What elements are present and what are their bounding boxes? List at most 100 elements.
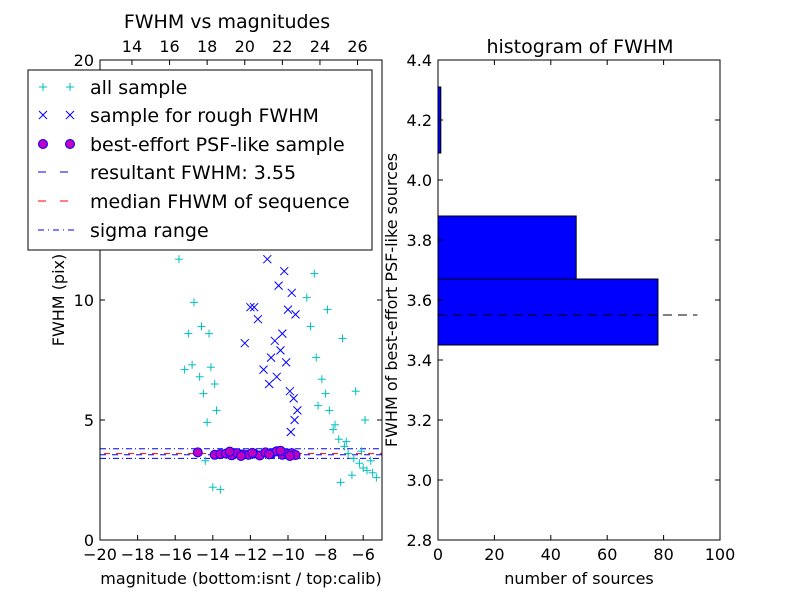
point-all-sample-14 [188,360,197,369]
histogram-panel: histogram of FWHM 0 20 40 60 80 100 2.8 3.0 3.2 3… [382,36,735,588]
scatter-marks [100,218,382,494]
point-all-sample-43 [336,478,345,487]
scatter-y-tick-label-1: 5 [84,411,94,430]
scatter-top-tick-label-6: 26 [347,37,367,56]
scatter-top-tick-label-0: 14 [122,37,142,56]
histogram-y-tick-label-6: 4.0 [407,171,432,190]
histogram-y-tick-label-5: 3.8 [407,231,432,250]
scatter-title: FWHM vs magnitudes [124,11,330,33]
point-rough-sample-20 [246,302,255,312]
point-all-sample-41 [357,447,366,456]
legend-symbol-rough-sample-b-b [65,110,75,120]
histogram-x-tick-label-5: 100 [705,545,736,564]
scatter-x-tick-label-2: −16 [158,545,192,564]
histogram-x-tick-label-4: 80 [653,545,673,564]
point-all-sample-34 [323,305,332,314]
point-all-sample-10 [212,406,221,415]
point-rough-sample-0 [240,338,250,348]
legend-symbol-rough-sample-b [65,110,75,120]
point-all-sample-18 [312,353,321,362]
scatter-top-tick-label-1: 16 [159,37,179,56]
point-all-sample-23 [334,435,343,444]
point-rough-sample-14 [281,358,291,367]
scatter-x-tick-label-3: −14 [196,545,230,564]
point-rough-sample-6 [283,305,293,314]
point-rough-sample-11 [266,353,276,362]
point-rough-sample-24 [286,427,296,437]
legend-symbol-rough-sample-a [38,110,48,120]
point-rough-sample-15-b [285,386,295,396]
point-all-sample-40 [342,437,351,446]
legend-label-median: median FHWM of sequence [90,191,350,213]
scatter-y-tick-label-2: 10 [74,291,94,310]
point-all-sample-13 [216,485,225,494]
point-rough-sample-16-b [289,394,298,403]
scatter-top-tick-label-3: 20 [235,37,255,56]
point-rough-sample-0-b [240,338,250,348]
histogram-y-tick-label-4: 3.6 [407,291,432,310]
point-all-sample-7 [205,329,214,338]
point-all-sample-30 [368,468,377,477]
point-all-sample-16 [302,293,311,302]
point-rough-sample-5 [279,266,289,276]
scatter-panel: FWHM vs magnitudes −20 −18 −16 −14 −12 −10 −8−… [27,11,383,588]
point-psf-sample-0 [192,447,203,458]
point-all-sample-38 [314,401,323,410]
point-rough-sample-14-b [281,358,291,367]
point-all-sample-44 [347,471,356,480]
point-rough-sample-12-b [272,372,282,382]
scatter-x-tick-label-7: −6 [351,545,375,564]
point-psf-sample-17 [224,446,235,457]
point-rough-sample-11-b [266,353,276,362]
point-rough-sample-21 [253,314,263,324]
scatter-top-tick-label-4: 22 [272,37,292,56]
point-rough-sample-6-b [283,305,293,314]
histogram-x-tick-label-3: 60 [597,545,617,564]
point-all-sample-11 [201,456,210,465]
histogram-title: histogram of FWHM [486,36,673,58]
point-psf-sample-20 [264,449,275,460]
histogram-x-tick-label-1: 20 [484,545,504,564]
point-rough-sample-9-b [249,302,259,312]
point-all-sample-24 [340,442,349,451]
point-rough-sample-16 [289,394,298,403]
point-rough-sample-18 [264,379,274,389]
point-all-sample-27 [355,459,364,468]
point-all-sample-25 [344,449,353,458]
point-all-sample-20 [321,389,330,398]
histogram-x-tick-label-2: 40 [541,545,561,564]
point-all-sample-35 [338,334,347,343]
legend-label-resultant: resultant FWHM: 3.55 [90,162,296,184]
point-rough-sample-10-b [259,365,268,374]
point-rough-sample-8-b [291,310,300,319]
point-all-sample-3 [190,298,198,307]
point-all-sample-37 [361,416,370,424]
point-rough-sample-22 [270,336,280,346]
legend-symbol-rough-sample-a-b [38,110,48,120]
point-rough-sample-13 [278,329,287,338]
point-rough-sample-18-b [264,379,274,389]
point-psf-sample-21 [275,445,286,456]
point-rough-sample-8 [291,310,300,319]
histogram-bar-1 [437,215,577,280]
scatter-x-tick-label-6: −8 [314,545,338,564]
point-psf-sample-19 [247,447,258,458]
point-rough-sample-23 [290,415,299,425]
point-rough-sample-2 [262,254,272,264]
point-rough-sample-5-b [279,266,289,276]
point-all-sample-12 [208,483,217,492]
point-all-sample-15 [197,322,206,331]
point-all-sample-0 [174,255,183,264]
point-rough-sample-7 [287,288,297,298]
scatter-y-tick-label-0: 0 [84,531,94,550]
point-rough-sample-4-b [274,281,283,290]
point-all-sample-36 [351,387,360,396]
point-all-sample-6 [203,418,212,427]
scatter-x-label: magnitude (bottom:isnt / top:calib) [100,569,381,588]
point-all-sample-29 [362,466,371,475]
scatter-top-tick-label-5: 24 [310,37,330,56]
point-all-sample-21 [325,406,334,415]
point-rough-sample-10 [259,365,268,374]
point-all-sample-39 [329,425,338,434]
